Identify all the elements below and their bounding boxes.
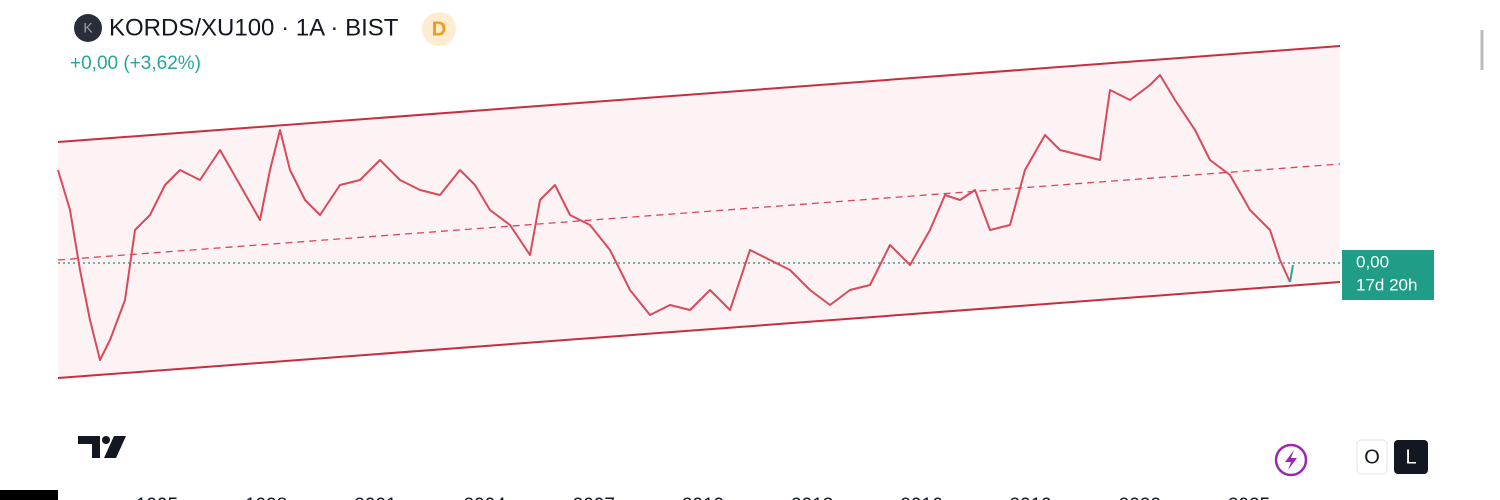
- right-margin: [1442, 0, 1500, 500]
- badge-circle: [422, 12, 456, 46]
- chart-pane: [57, 45, 1341, 379]
- badge: D: [432, 18, 446, 40]
- last-candle: [1289, 264, 1294, 283]
- x-tick-label: 1998: [245, 495, 287, 500]
- price-label-box: [1342, 250, 1434, 300]
- x-axis: 1995 1998 2001 2004 2007 2010 2013 2016 2019 2022…: [136, 495, 1270, 500]
- avatar-letter: K: [83, 20, 93, 36]
- log-button[interactable]: O: [1356, 439, 1388, 475]
- price-label: 0,00 17d 20h: [1342, 250, 1434, 300]
- price-path: [57, 74, 1291, 361]
- lightning-button[interactable]: [1274, 443, 1308, 477]
- x-tick-label: 2016: [900, 495, 942, 500]
- header: K KORDS/XU100 · 1A · BIST D +0,00 (+3,62…: [70, 12, 456, 74]
- avatar-circle: [74, 14, 102, 42]
- auto-button[interactable]: L: [1394, 440, 1428, 474]
- countdown: 17d 20h: [1356, 275, 1417, 294]
- channel-lower: [57, 281, 1341, 379]
- x-tick-label: 2001: [354, 495, 396, 500]
- x-tick-label: 2004: [463, 495, 506, 500]
- tv-logo: [78, 436, 126, 458]
- x-tick-label: 2007: [573, 495, 615, 500]
- x-tick-label: 2013: [791, 495, 833, 500]
- change: +0,00 (+3,62%): [70, 53, 201, 74]
- channel-upper: [57, 45, 1341, 143]
- x-tick-label: 1995: [136, 495, 178, 500]
- symbol-title: KORDS/XU100 · 1A · BIST: [109, 14, 399, 41]
- x-tick-label: 2022: [1119, 495, 1161, 500]
- auto-label: L: [1405, 446, 1416, 468]
- x-tick-label: 2010: [682, 495, 724, 500]
- price-value: 0,00: [1356, 252, 1389, 271]
- x-tick-label: 2019: [1009, 495, 1051, 500]
- channel-mid: [57, 163, 1341, 261]
- x-tick-label: 2025: [1228, 495, 1270, 500]
- nav-edge-left: [0, 490, 58, 500]
- log-label: O: [1364, 446, 1380, 468]
